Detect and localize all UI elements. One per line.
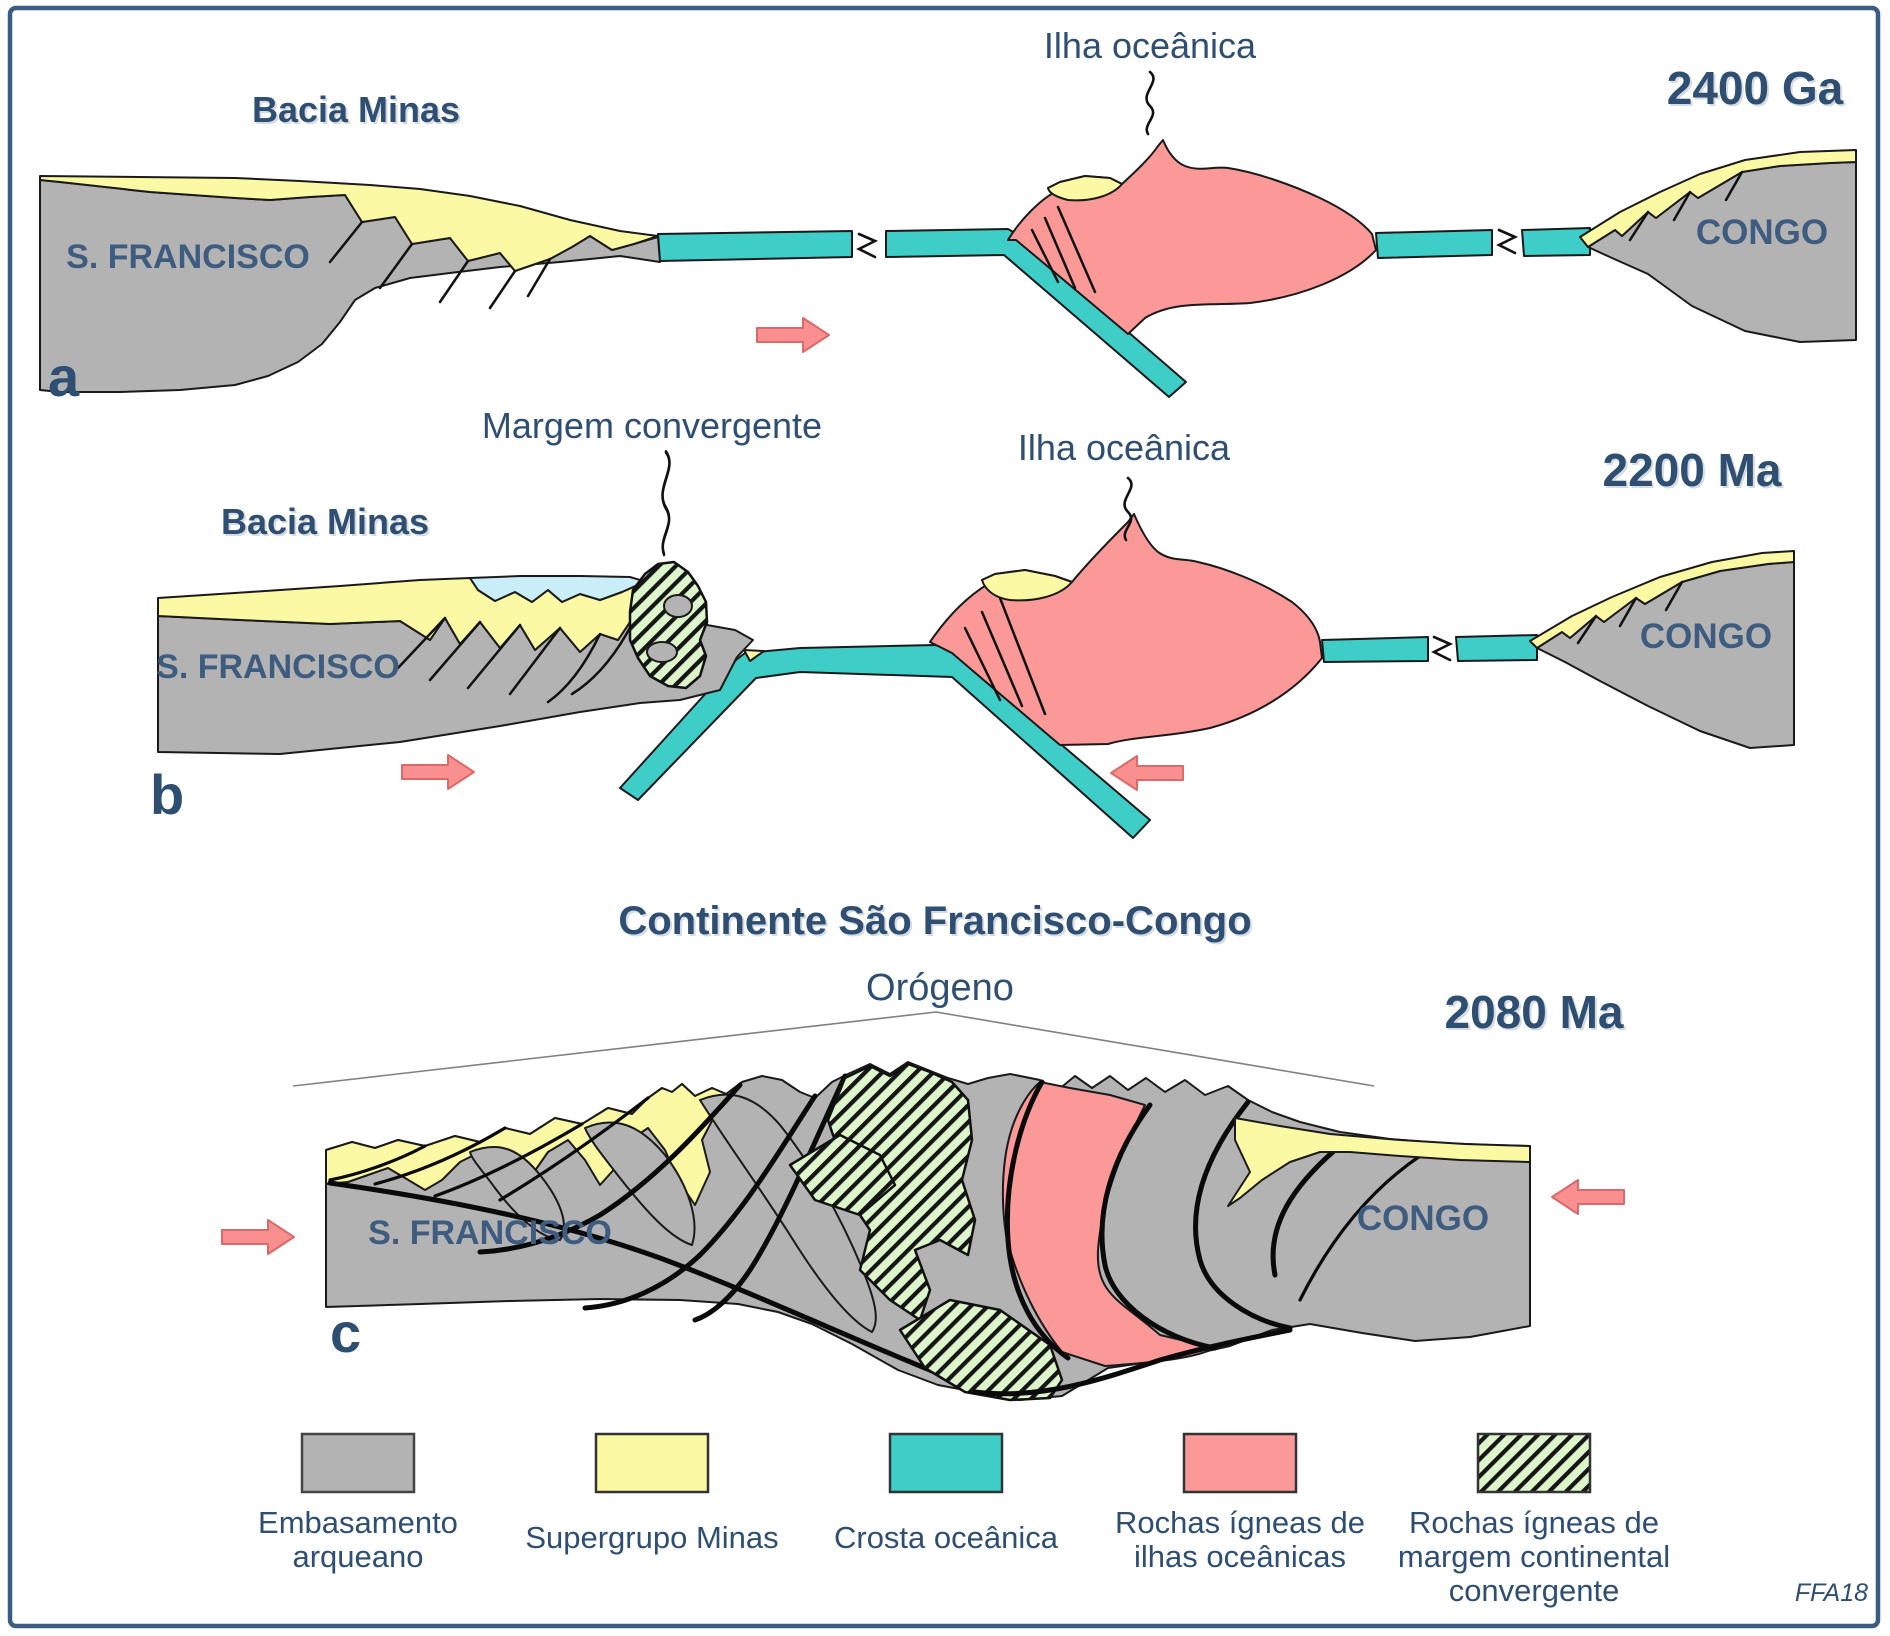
island-fault (963, 626, 1002, 702)
normal-fault (508, 626, 562, 696)
island-fault (1056, 205, 1097, 294)
nappe-fault (1298, 1154, 1422, 1302)
age-label-c: 2080 Ma (1444, 986, 1623, 1038)
island-fault (1030, 228, 1060, 284)
nappe-fault (1270, 1147, 1338, 1278)
panel-a: Bacia Minas Ilha oceânica 2400 Ga S. FRA… (39, 25, 1857, 408)
arc-basement-window (663, 594, 693, 618)
major-thrust-fault (692, 1073, 848, 1323)
minas-cover-congo-c (1227, 1117, 1531, 1207)
island-label-b: Ilha oceânica (1018, 427, 1231, 468)
craton-label-sfrancisco-b: S. FRANCISCO (156, 648, 400, 686)
panel-letter-b: b (150, 763, 184, 826)
basal-contact-fault (972, 1327, 1293, 1397)
minas-cover-a (39, 175, 659, 272)
oceanic-crust-a-left (657, 230, 853, 262)
legend-label: Rochas ígneas de (1409, 1505, 1659, 1540)
margin-label-b: Margem convergente (482, 405, 822, 446)
thrust-fault (373, 1126, 507, 1186)
craton-label-sfrancisco-a: S. FRANCISCO (66, 238, 310, 276)
suture-fault (1004, 1079, 1071, 1361)
island-fault (998, 596, 1047, 716)
island-fault (980, 610, 1024, 708)
orogen-label-c: Orógeno (866, 967, 1014, 1009)
normal-fault (1618, 596, 1638, 628)
legend-swatch-arc-rocks (1476, 1432, 1592, 1494)
legend-label: Rochas ígneas de (1115, 1505, 1365, 1540)
normal-fault (1576, 614, 1598, 645)
normal-fault (526, 257, 552, 298)
age-label-a: 2400 Ga (1667, 62, 1844, 114)
trench-sediment-b (743, 649, 765, 662)
panel-b: Margem convergente Ilha oceânica 2200 Ma… (150, 405, 1795, 839)
normal-fault (396, 616, 447, 670)
legend-swatch-basement (300, 1432, 416, 1494)
age-label-b: 2200 Ma (1602, 444, 1781, 496)
island-label-a: Ilha oceânica (1044, 25, 1257, 66)
island-fault (1043, 216, 1077, 290)
panel-c: Continente São Francisco-Congo Orógeno 2… (221, 899, 1625, 1402)
craton-label-congo-c: CONGO (1357, 1199, 1489, 1238)
arc-rocks-c-lens (788, 1133, 897, 1217)
panel-letter-c: c (330, 1301, 361, 1364)
basin-label-b: Bacia Minas (221, 501, 429, 542)
minas-cover-congo-a (1579, 149, 1857, 248)
thrust-fault (328, 1144, 427, 1182)
figure-code: FFA18 (1795, 1579, 1868, 1607)
normal-fault (1724, 170, 1744, 202)
oceanic-crust-a-right2 (1521, 227, 1591, 257)
normal-fault (1664, 580, 1684, 612)
island-sediment-b (981, 569, 1073, 602)
major-thrust-fault (582, 1093, 818, 1311)
nappe-fault (1193, 1099, 1293, 1331)
craton-label-sfrancisco-c: S. FRANCISCO (368, 1214, 612, 1252)
legend-label: margem continental (1398, 1539, 1670, 1574)
thrust-fault (546, 632, 602, 704)
arc-basement-window (646, 641, 678, 663)
basal-decollement-fault (327, 1180, 988, 1395)
basin-label-a: Bacia Minas (252, 89, 460, 130)
legend-label: convergente (1449, 1573, 1620, 1608)
major-thrust-fault (477, 1082, 743, 1255)
minas-cover-congo-b (1529, 550, 1795, 649)
legend-label: Crosta oceânica (834, 1520, 1059, 1555)
normal-fault (1628, 210, 1650, 242)
orogen-bracket-line (935, 1011, 1375, 1087)
legend-swatch-oceanic-crust (888, 1432, 1004, 1494)
legend-label: ilhas oceânicas (1134, 1539, 1346, 1574)
thrust-fault (433, 1122, 584, 1198)
panel-letter-a: a (48, 345, 80, 408)
oceanic-crust-b-right1 (1321, 636, 1429, 663)
suture-fault (1099, 1102, 1218, 1351)
basement-thrust-sliver (699, 1093, 877, 1333)
oceanic-crust-a-right1 (1375, 229, 1493, 259)
orogen-bracket-line (292, 1011, 937, 1087)
island-sediment-a (1047, 175, 1123, 202)
craton-label-congo-b: CONGO (1640, 617, 1772, 656)
normal-fault (488, 269, 517, 310)
legend-label: Embasamento (258, 1505, 458, 1540)
normal-fault (438, 259, 470, 304)
normal-fault (328, 220, 364, 264)
legend-swatch-minas (594, 1432, 710, 1494)
normal-fault (1672, 190, 1692, 222)
continent-title-c: Continente São Francisco-Congo (618, 899, 1251, 943)
normal-fault (428, 620, 482, 682)
legend-swatch-island-rocks (1182, 1432, 1298, 1494)
craton-label-congo-a: CONGO (1696, 213, 1828, 252)
oceanic-crust-b-right2 (1455, 634, 1538, 662)
normal-fault (378, 242, 414, 290)
basin-water-b (469, 575, 641, 603)
legend-label: Supergrupo Minas (525, 1520, 778, 1555)
thrust-fault (498, 1096, 650, 1202)
normal-fault (466, 623, 522, 690)
legend: Embasamento arqueano Supergrupo Minas Cr… (258, 1432, 1868, 1608)
legend-label: arqueano (292, 1539, 423, 1574)
